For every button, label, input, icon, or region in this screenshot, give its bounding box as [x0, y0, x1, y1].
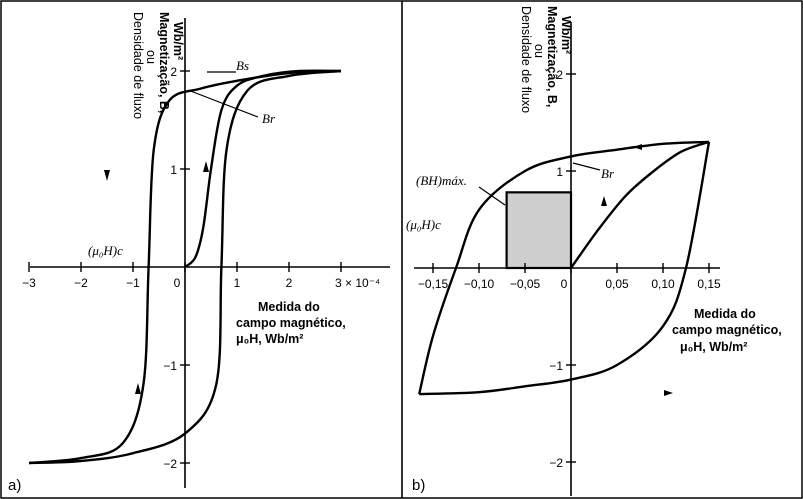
panel-a-y-title-line2: ou — [144, 50, 158, 64]
panel-a-curve-0 — [28, 69, 342, 465]
panel-a-arrow-down — [104, 170, 110, 181]
panel-a-curves — [28, 69, 342, 465]
panel-b-x-title-line3: μ₀H, Wb/m² — [680, 340, 747, 354]
panel-a-x-tick-label: 2 — [286, 276, 293, 290]
panel-a-y-title-line3: Magnetização, B, — [157, 12, 171, 113]
panel-b-y-title-line1: Densidade de fluxo — [519, 6, 533, 113]
panel-b-x-title-line1: Medida do — [694, 307, 756, 321]
panel-b-y-title-line4: Wb/m² — [559, 16, 573, 54]
panel-a-arrow-up-inner — [203, 161, 209, 172]
panel-b-br-label: Br — [601, 166, 615, 181]
panel-b-x-tick-label: −0,15 — [418, 277, 449, 291]
panel-b-arrow-bottom — [664, 390, 673, 396]
panel-b-x-ticks: −0,15 −0,10 −0,05 0 0,05 0,10 0,15 — [418, 263, 721, 291]
panel-a-chart: −3 −2 −1 0 1 2 3 × 10⁻⁴ 2 1 −1 −2 Bs Br (μ₀H)c De… — [8, 12, 390, 494]
panel-b-bhmax-rect — [505, 191, 573, 270]
panel-b-y-title: Densidade de fluxo ou Magnetização, B, W… — [519, 6, 573, 113]
panel-b-curve-1 — [419, 141, 711, 396]
panel-b-arrow-top — [633, 144, 642, 150]
panel-a-arrow-up-lower — [135, 383, 141, 394]
panel-b-y-tick-label: −2 — [549, 456, 563, 470]
panel-a-x-title-line2: campo magnético, — [236, 316, 346, 330]
panel-b-y-ticks: 2 1 −1 −2 — [549, 68, 576, 470]
panel-a-curve-1 — [28, 69, 342, 465]
panel-b-curves — [418, 140, 711, 396]
panel-a-y-tick-label: 1 — [170, 163, 177, 177]
panel-a-y-title-line4: Wb/m² — [171, 22, 185, 60]
panel-b-x-tick-label: 0,05 — [605, 277, 629, 291]
panel-b-y-tick-label: 2 — [556, 68, 563, 82]
panel-a-br-label: Br — [262, 111, 276, 126]
panel-a-y-tick-label: 2 — [170, 65, 177, 79]
panel-a-x-tick-label: −1 — [126, 276, 140, 290]
panel-a-x-ticks: −3 −2 −1 0 1 2 3 × 10⁻⁴ — [22, 262, 380, 290]
panel-a-y-title: Densidade de fluxo ou Magnetização, B, W… — [131, 12, 185, 119]
panel-a-label: a) — [8, 477, 21, 494]
panel-b-arrow-inner — [601, 196, 607, 206]
panel-a-y-ticks: 2 1 −1 −2 — [163, 65, 190, 471]
panel-b-x-tick-label: −0,05 — [510, 277, 541, 291]
panel-b-x-tick-label: −0,10 — [464, 277, 495, 291]
panel-b-y-tick-label: −1 — [549, 359, 563, 373]
panel-b-x-title-line2: campo magnético, — [672, 323, 782, 337]
panel-a-x-title-line3: μ₀H, Wb/m² — [236, 332, 303, 346]
panel-b-x-tick-label: 0,15 — [697, 277, 721, 291]
panel-a-hc-label: (μ₀H)c — [88, 243, 123, 258]
panel-b-y-tick-label: 1 — [556, 165, 563, 179]
panel-b-br-leader — [572, 162, 601, 171]
panel-b-y-title-line3: Magnetização, B, — [545, 6, 559, 107]
panel-a-x-title-line1: Medida do — [258, 300, 320, 314]
panel-a-bs-label: Bs — [236, 58, 249, 73]
panel-b-x-tick-label: 0 — [561, 277, 568, 291]
panel-b-x-tick-label: 0,10 — [651, 277, 675, 291]
panel-a-x-tick-label: −3 — [22, 276, 36, 290]
panel-b-label: b) — [412, 477, 425, 494]
panel-b-bhmax-leader — [478, 186, 506, 206]
panel-a-y-tick-label: −2 — [163, 457, 177, 471]
panel-a-x-tick-label: 0 — [174, 276, 181, 290]
panel-b-bhmax-area — [505, 191, 573, 270]
panel-b-curve-0 — [418, 140, 710, 395]
panel-a-y-tick-label: −1 — [163, 359, 177, 373]
panel-a-x-tick-label: 3 × 10⁻⁴ — [335, 276, 380, 290]
panel-a-y-title-line1: Densidade de fluxo — [131, 12, 145, 119]
panel-a-br-leader — [187, 89, 259, 118]
panel-b-y-title-line2: ou — [532, 44, 546, 58]
panel-a-curve-2 — [184, 69, 342, 268]
panel-a-x-tick-label: −2 — [74, 276, 88, 290]
panel-b-chart: −0,15 −0,10 −0,05 0 0,05 0,10 0,15 2 1 −1 −2 Br (… — [406, 6, 782, 496]
panel-b-curve-2 — [570, 140, 710, 269]
panel-a-x-tick-label: 1 — [234, 276, 241, 290]
panel-b-hc-label: (μ₀H)c — [406, 217, 441, 232]
panel-b-bhmax-label: (BH)máx. — [416, 173, 467, 188]
